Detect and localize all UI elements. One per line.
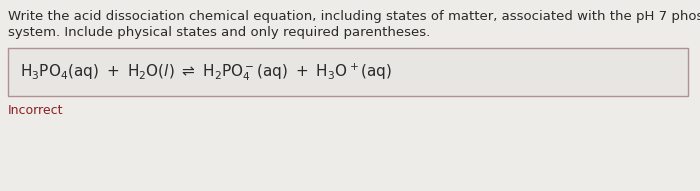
Text: system. Include physical states and only required parentheses.: system. Include physical states and only… — [8, 26, 430, 39]
Text: Write the acid dissociation chemical equation, including states of matter, assoc: Write the acid dissociation chemical equ… — [8, 10, 700, 23]
Text: $\mathrm{H_3PO_4(aq)\ +\ H_2O(\mathit{l})\ \rightleftharpoons\ H_2PO_4^-(aq)\ +\: $\mathrm{H_3PO_4(aq)\ +\ H_2O(\mathit{l}… — [20, 61, 392, 83]
FancyBboxPatch shape — [8, 48, 688, 96]
Text: Incorrect: Incorrect — [8, 104, 64, 117]
